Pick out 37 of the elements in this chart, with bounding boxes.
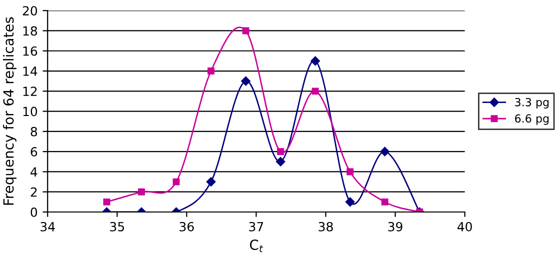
y-axis-title: Frequency for 64 replicates [2, 17, 16, 205]
point [138, 188, 145, 196]
point [172, 178, 180, 186]
point [345, 197, 355, 207]
point [277, 148, 284, 156]
y-tick-label: 2 [30, 187, 37, 197]
point [380, 146, 390, 156]
y-tick-label: 18 [23, 26, 38, 36]
legend-label: 6.6 pg [515, 114, 549, 125]
y-tick-label: 0 [30, 207, 38, 217]
y-tick-label: 10 [23, 106, 38, 116]
point [346, 168, 354, 176]
x-tick-label: 39 [388, 222, 402, 232]
y-tick-label: 6 [30, 147, 38, 157]
x-axis-title: C$_{t}$ [250, 240, 264, 252]
x-tick-label: 34 [40, 222, 55, 232]
y-tick-label: 16 [23, 46, 38, 56]
y-tick-label: 14 [23, 66, 38, 76]
x-tick-label: 40 [457, 222, 472, 232]
y-tick-label: 4 [30, 167, 38, 176]
point [206, 177, 216, 186]
legend-label: 3.3 pg [515, 98, 549, 109]
x-tick-label: 35 [110, 222, 124, 232]
point [208, 68, 214, 74]
point [276, 157, 286, 166]
x-tick-label: 36 [180, 222, 194, 232]
point [103, 198, 110, 206]
point [312, 88, 319, 95]
x-tick-label: 37 [249, 222, 264, 232]
point [242, 27, 250, 34]
point [310, 56, 320, 66]
y-tick-label: 8 [30, 126, 38, 136]
x-tick-label: 38 [318, 222, 333, 232]
y-tick-label: 12 [23, 86, 37, 96]
point [381, 198, 388, 206]
y-tick-label: 20 [22, 6, 38, 16]
point [241, 76, 250, 86]
